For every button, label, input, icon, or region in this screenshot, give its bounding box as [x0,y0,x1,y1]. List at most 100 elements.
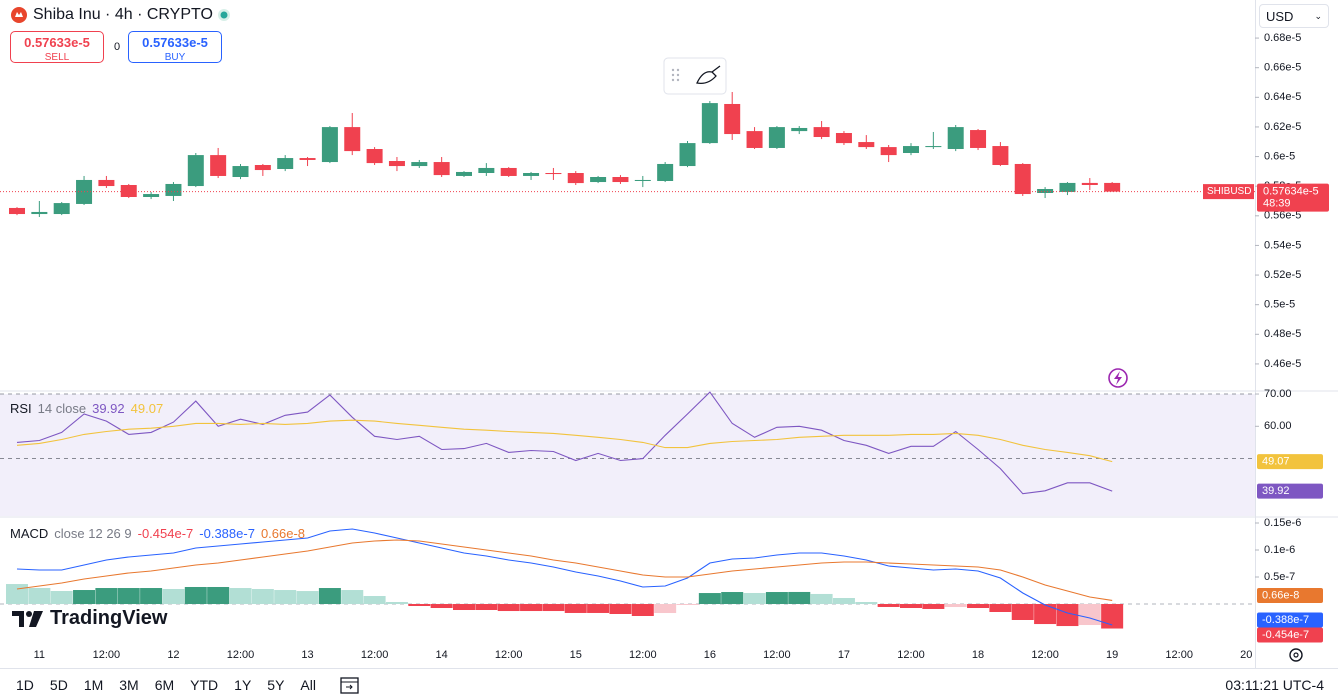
candle-body [210,155,227,176]
drawing-toolbar[interactable] [663,57,727,95]
range-button[interactable]: 6M [154,676,175,693]
range-button[interactable]: 1Y [234,676,252,693]
range-button[interactable]: All [300,676,316,693]
candle-body [478,167,495,174]
candle-body [835,133,852,144]
spread: 0 [114,41,121,53]
macd-histogram-bar [721,592,744,605]
y-tick-label: 0.64e-5 [1264,91,1301,103]
macd-histogram-bar [1056,604,1079,627]
macd-histogram-bar [967,604,990,609]
candle-body [567,173,584,184]
last-price-tag: 0.57634e-5 [1263,186,1319,198]
macd-histogram-bar [542,604,565,612]
macd-histogram-bar [1101,604,1124,629]
range-button[interactable]: YTD [190,676,219,693]
x-tick-label: 12:00 [1031,649,1059,661]
candle-body [1081,182,1098,186]
candle-body [590,177,607,183]
market-status [217,9,230,21]
alert-icon[interactable] [1108,368,1128,388]
candle-body [321,127,338,163]
sell-button[interactable]: 0.57633e-5 SELL [10,31,104,63]
price-pane [0,91,1255,217]
candle-body [858,142,875,148]
candle-body [1059,182,1076,192]
macd-histogram-bar [609,604,632,614]
macd-histogram-bar [73,590,96,605]
sell-price: 0.57633e-5 [24,35,90,50]
range-button[interactable]: 5D [49,676,68,693]
rsi-line [16,391,1113,495]
macd-histogram-bar [520,604,543,612]
candle-body [277,158,294,170]
rsi-value-tag-bg [1257,483,1323,499]
dropdown-arrow: ⌄ [1314,10,1322,21]
candle-body [232,166,249,178]
range-button[interactable]: 1D [16,676,34,693]
range-button[interactable]: 3M [119,676,139,693]
x-tick-label: 15 [570,649,582,661]
y-tick-label: 0.48e-5 [1264,328,1301,340]
candle-body [53,203,70,215]
x-tick-label: 12:00 [495,649,523,661]
y-tick-label: 0.46e-5 [1264,358,1301,370]
buy-button[interactable]: 0.57633e-5 BUY [128,31,222,63]
macd-pane [0,528,1255,629]
date-range-icon[interactable] [338,675,362,695]
rsi-pane [0,391,1255,516]
x-tick-label: 18 [972,649,984,661]
legend-value: -0.388e-7 [199,526,255,541]
bottom-toolbar: 1D 5D 1M 3M 6M YTD 1Y 5Y All 03:11:21 UTC-4 [0,669,1338,700]
rsi-value-tag-bg [1257,454,1323,470]
y-tick-label: 0.5e-7 [1264,571,1295,583]
macd-histogram-bar [453,604,475,611]
sell-label: SELL [44,52,70,63]
macd-histogram-bar [95,588,118,605]
candle-body [344,127,361,152]
candle-body [120,185,137,197]
watermark: TradingView [12,607,167,630]
price-axis: 0.68e-50.66e-50.64e-50.62e-50.6e-50.58e-… [1255,32,1329,643]
macd-value-tag-bg [1257,612,1323,628]
rsi-value-tag: 49.07 [1262,455,1290,467]
macd-histogram-bar [296,591,319,605]
macd-legend: MACD close 12 26 9 -0.454e-7 -0.388e-7 0… [10,526,305,541]
range-button[interactable]: 1M [83,676,104,693]
candle-body [813,127,830,138]
macd-histogram-bar [1078,604,1101,626]
candle-body [1037,189,1054,194]
macd-histogram-bar [318,588,341,605]
candle-body [254,165,271,171]
x-tick-label: 12:00 [763,649,791,661]
y-tick-label: 0.52e-5 [1264,269,1301,281]
currency-select[interactable]: USD ⌄ [1259,4,1329,28]
candle-body [456,171,472,176]
macd-histogram-bar [900,604,922,609]
macd-histogram-bar [788,591,811,605]
candle-body [1014,163,1031,195]
macd-histogram-bar [922,604,945,609]
macd-histogram-bar [654,604,677,614]
candle-body [679,143,696,167]
macd-histogram-bar [989,604,1012,612]
range-button[interactable]: 5Y [267,676,285,693]
currency: USD [1266,8,1294,24]
macd-histogram-bar [698,593,721,605]
last-price-tag-bg [1257,183,1329,212]
y-tick-label: 70.00 [1264,388,1292,400]
range-buttons: 1D 5D 1M 3M 6M YTD 1Y 5Y All [0,677,316,693]
x-tick-label: 12:00 [897,649,925,661]
candle-body [523,173,540,176]
macd-histogram-bar [497,604,520,612]
candle-body [701,103,718,144]
macd-histogram-bar [28,587,51,605]
macd-histogram-bar [251,588,274,605]
settings-icon[interactable] [1289,648,1303,662]
candle-body [388,161,405,167]
candle-body [1104,182,1121,192]
countdown: 48:39 [1263,198,1291,210]
candle-body [98,179,115,187]
y-tick-label: 0.6e-5 [1264,150,1295,162]
candle-body [746,131,763,148]
